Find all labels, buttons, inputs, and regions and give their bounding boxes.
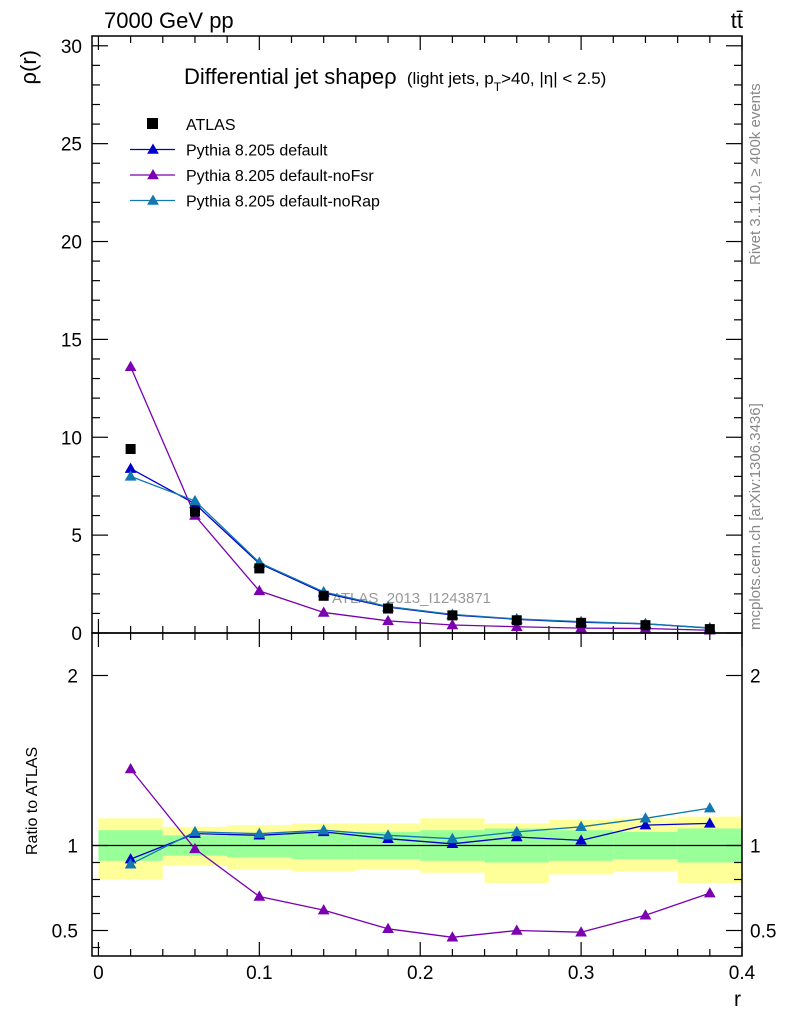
x-tick-label: 0.1 bbox=[246, 963, 272, 984]
legend-marker bbox=[147, 194, 159, 205]
data-point bbox=[189, 506, 200, 517]
y-tick-label: 20 bbox=[61, 233, 82, 254]
y-tick-label-right: 2 bbox=[750, 667, 761, 688]
data-point bbox=[640, 620, 651, 631]
ratio-series-line bbox=[130, 768, 711, 938]
ratio-series-point bbox=[446, 931, 459, 942]
y-tick-label: 15 bbox=[61, 330, 82, 351]
chart-title-sub-rest: >40, |η| < 2.5) bbox=[501, 69, 606, 88]
data-point bbox=[125, 444, 136, 455]
chart-title-main: Differential jet shapeρ bbox=[184, 64, 397, 89]
process-label: tt̄ bbox=[731, 8, 743, 33]
y-tick-label: 30 bbox=[61, 37, 82, 58]
ratio-series-point bbox=[382, 829, 394, 840]
chart-title-subscript: T bbox=[494, 80, 502, 94]
y-tick-label: 25 bbox=[61, 135, 82, 156]
ratio-series-point bbox=[124, 858, 137, 869]
ratio-series-point bbox=[510, 825, 523, 837]
series-point bbox=[446, 618, 459, 630]
data-point bbox=[447, 610, 458, 621]
chart-title-sub: (light jets, p bbox=[407, 69, 494, 88]
analysis-watermark: ATLAS_2013_I1243871 bbox=[332, 590, 491, 607]
x-tick-label: 0.4 bbox=[729, 963, 756, 984]
x-tick-label: 0 bbox=[93, 963, 104, 984]
legend-label: Pythia 8.205 default bbox=[186, 143, 328, 160]
main-axes: 0 5 10 15 20 25 30 bbox=[61, 36, 743, 645]
ratio-series-point bbox=[510, 830, 523, 842]
series-point bbox=[189, 494, 201, 506]
x-tick-label: 0.2 bbox=[407, 963, 433, 984]
data-point bbox=[318, 590, 329, 601]
series-point bbox=[382, 614, 394, 626]
ratio-series-point bbox=[639, 909, 652, 920]
legend-label: Pythia 8.205 default-noFsr bbox=[186, 168, 374, 185]
data-point bbox=[511, 615, 522, 626]
legend-label-atlas: ATLAS bbox=[186, 117, 236, 134]
ratio-series-line bbox=[130, 807, 710, 865]
x-tick-label: 0.3 bbox=[568, 963, 594, 984]
series-point bbox=[124, 360, 137, 372]
energy-label: 7000 GeV pp bbox=[104, 8, 234, 33]
series-point bbox=[253, 584, 266, 596]
data-point bbox=[254, 563, 265, 574]
series-point bbox=[510, 620, 523, 631]
ratio-series-point bbox=[253, 827, 266, 838]
legend-marker-atlas bbox=[147, 118, 158, 129]
ratio-series-point bbox=[189, 825, 201, 837]
data-point bbox=[576, 617, 587, 628]
ratio-series-point bbox=[639, 819, 652, 830]
ratio-series-line bbox=[130, 822, 710, 860]
y-tick-label: 0 bbox=[71, 624, 82, 645]
y-tick-label: 2 bbox=[67, 667, 78, 688]
rivet-label: Rivet 3.1.10, ≥ 400k events bbox=[747, 83, 764, 265]
ratio-y-axis-label: Ratio to ATLAS bbox=[24, 747, 41, 855]
main-y-axis-label: ρ(r) bbox=[16, 50, 41, 85]
ratio-series-point bbox=[575, 820, 587, 832]
y-tick-label: 5 bbox=[71, 526, 82, 547]
main-series bbox=[124, 360, 716, 635]
legend: ATLAS Pythia 8.205 default Pythia 8.205 de… bbox=[130, 117, 380, 211]
legend-label: Pythia 8.205 default-noRap bbox=[186, 194, 380, 211]
y-tick-label: 0.5 bbox=[52, 922, 78, 943]
y-tick-label-right: 0.5 bbox=[750, 922, 776, 943]
ratio-plot-frame bbox=[91, 632, 743, 957]
ratio-series-point bbox=[317, 824, 330, 835]
ratio-series-point bbox=[639, 812, 652, 823]
data-point bbox=[383, 603, 394, 614]
ratio-series bbox=[124, 762, 716, 942]
ratio-series-point bbox=[446, 832, 459, 843]
ratio-series-point bbox=[703, 802, 716, 813]
legend-marker bbox=[147, 168, 159, 180]
series-line bbox=[130, 366, 710, 631]
y-tick-label: 1 bbox=[67, 837, 78, 858]
y-tick-label: 10 bbox=[61, 428, 82, 449]
ratio-series-point bbox=[317, 904, 330, 915]
ratio-series-point bbox=[575, 926, 587, 937]
x-axis-label: r bbox=[734, 988, 741, 1011]
data-point bbox=[704, 624, 715, 635]
ratio-series-point bbox=[124, 762, 137, 774]
series-point bbox=[317, 606, 330, 617]
mcplots-label: mcplots.cern.ch [arXiv:1306.3436] bbox=[747, 403, 764, 630]
ratio-series-point bbox=[510, 924, 523, 935]
y-tick-label-right: 1 bbox=[750, 837, 761, 858]
series-line bbox=[130, 475, 710, 629]
ratio-series-point bbox=[446, 837, 459, 849]
chart-title: Differential jet shapeρ (light jets, pT>… bbox=[184, 64, 606, 94]
ratio-axes: 0 0.1 0.2 0.3 0.4 0.5 0.5 1 1 2 2 bbox=[52, 633, 776, 984]
legend-marker bbox=[147, 143, 159, 154]
ratio-series-point bbox=[253, 890, 266, 901]
ratio-series-point bbox=[189, 842, 201, 854]
ratio-series-point bbox=[575, 834, 587, 845]
ratio-series-point bbox=[382, 922, 394, 934]
series-point bbox=[124, 470, 137, 481]
ratio-series-point bbox=[703, 817, 716, 828]
ratio-series-point bbox=[703, 887, 716, 898]
